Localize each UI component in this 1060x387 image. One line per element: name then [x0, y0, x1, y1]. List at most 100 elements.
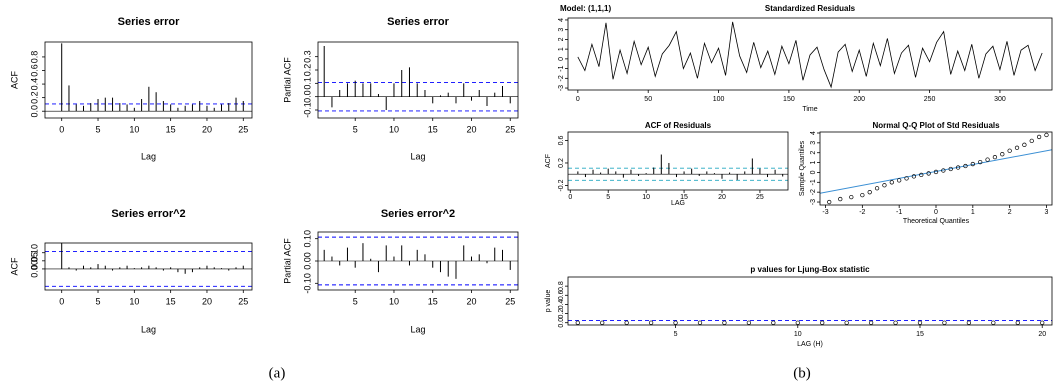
- chart-title: Standardized Residuals: [765, 4, 856, 13]
- point: [1036, 134, 1042, 140]
- x-tick-label: 20: [1038, 331, 1046, 338]
- point: [963, 163, 968, 169]
- y-tick-label: 0.1: [302, 77, 312, 90]
- y-tick-label: 0.6: [558, 135, 565, 145]
- y-tick-label: 3: [558, 28, 565, 32]
- chart-title: Series error: [118, 16, 180, 28]
- point: [1000, 152, 1005, 157]
- y-axis-label: Partial ACF: [282, 57, 292, 103]
- point: [1007, 148, 1012, 153]
- qq-line: [820, 149, 1052, 194]
- x-tick-label: 50: [644, 96, 652, 103]
- y-tick-label: 0.00: [302, 252, 312, 270]
- x-tick-label: 5: [96, 296, 101, 306]
- x-tick-label: 25: [756, 194, 764, 201]
- plot-area: [568, 154, 788, 181]
- point: [1029, 138, 1034, 144]
- plot-area: [45, 43, 252, 112]
- caption: (b): [793, 365, 811, 381]
- y-axis-label: ACF: [9, 257, 19, 276]
- x-tick-label: 10: [642, 194, 650, 201]
- plot-frame: [567, 17, 1053, 91]
- chart-subtitle: Model: (1,1,1): [560, 4, 611, 13]
- x-axis-label: LAG (H): [797, 341, 823, 348]
- point: [795, 320, 800, 325]
- y-tick-label: 0.0: [558, 318, 565, 328]
- point: [1015, 320, 1020, 325]
- y-tick-label: -2: [558, 75, 565, 81]
- y-tick-label: 1: [558, 47, 565, 51]
- point: [978, 159, 983, 165]
- y-tick-label: 0.00: [29, 260, 39, 278]
- y-tick-label: 0.05: [29, 252, 39, 270]
- x-tick-label: 15: [428, 296, 438, 306]
- x-tick-label: 25: [505, 124, 515, 134]
- x-axis-label: Lag: [410, 324, 425, 334]
- chart-title: ACF of Residuals: [645, 121, 712, 130]
- y-tick-label: 0.10: [29, 244, 39, 262]
- x-axis-label: Lag: [141, 151, 156, 161]
- y-tick-label: -3: [810, 199, 817, 205]
- y-tick-label: 0.2: [558, 309, 565, 319]
- x-tick-label: 0: [576, 96, 580, 103]
- point: [1044, 132, 1049, 138]
- x-axis-label: Theoretical Quantiles: [903, 218, 970, 225]
- point: [941, 168, 946, 173]
- x-tick-label: -1: [896, 209, 902, 216]
- point: [648, 320, 654, 325]
- plot-area: [318, 236, 518, 286]
- x-tick-label: 3: [1045, 209, 1049, 216]
- x-tick-label: 0: [59, 296, 64, 306]
- y-tick-label: 0.10: [302, 230, 312, 248]
- x-axis-label: Lag: [141, 324, 156, 334]
- point: [897, 178, 902, 183]
- point: [624, 320, 629, 325]
- series-line: [577, 21, 1043, 89]
- y-tick-label: 0.4: [558, 299, 565, 309]
- point: [966, 320, 972, 325]
- plot-frame: [317, 41, 519, 119]
- y-tick-label: 3: [810, 141, 817, 145]
- point: [746, 320, 752, 325]
- y-tick-label: 4: [810, 131, 817, 135]
- x-tick-label: 100: [713, 96, 725, 103]
- chart-title: p values for Ljung-Box statistic: [750, 265, 870, 274]
- x-tick-label: 15: [166, 296, 176, 306]
- point: [917, 320, 923, 325]
- x-tick-label: 2: [1008, 209, 1012, 216]
- point: [827, 199, 832, 205]
- point: [882, 183, 887, 188]
- x-tick-label: 20: [718, 194, 726, 201]
- point: [820, 320, 825, 325]
- plot-area: [45, 243, 252, 287]
- plot-frame: [819, 131, 1053, 206]
- chart-title: Normal Q-Q Plot of Std Residuals: [872, 121, 1000, 130]
- point: [849, 194, 854, 200]
- point: [904, 176, 909, 181]
- x-axis-label: Lag: [410, 151, 425, 161]
- y-axis-label: Partial ACF: [282, 238, 292, 284]
- point: [893, 320, 898, 325]
- plot-area: [568, 319, 1052, 325]
- y-tick-label: 0.3: [302, 50, 312, 63]
- point: [575, 320, 580, 325]
- x-tick-label: 10: [389, 296, 399, 306]
- y-tick-label: -2: [810, 189, 817, 195]
- y-tick-label: 0: [810, 170, 817, 174]
- point: [844, 320, 849, 325]
- point: [955, 165, 961, 170]
- x-tick-label: 15: [680, 194, 688, 201]
- y-tick-label: 0.0: [29, 105, 39, 118]
- point: [991, 320, 996, 325]
- plot-frame: [567, 276, 1053, 326]
- y-tick-label: -3: [558, 85, 565, 91]
- point: [992, 155, 998, 160]
- x-tick-label: 20: [466, 124, 476, 134]
- x-axis-label: LAG: [671, 200, 685, 207]
- y-tick-label: 0.6: [558, 290, 565, 300]
- y-tick-label: 0.2: [558, 158, 565, 168]
- point: [911, 174, 917, 179]
- point: [860, 192, 865, 198]
- y-tick-label: 0.8: [29, 51, 39, 64]
